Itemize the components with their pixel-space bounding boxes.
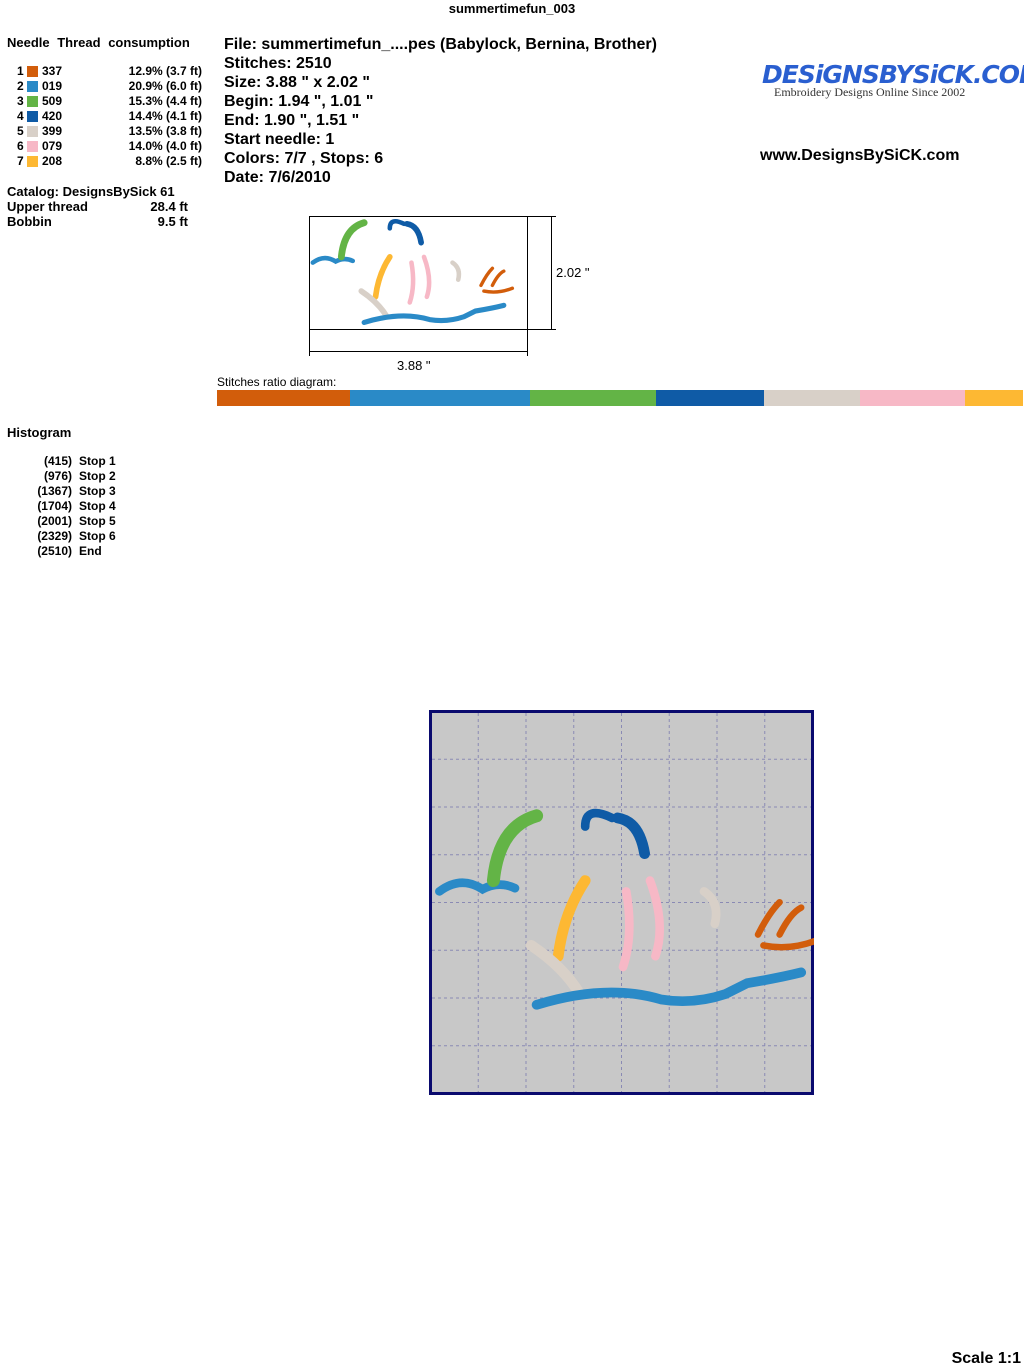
stop-label: Stop 2 [79, 469, 116, 483]
bobbin-label: Bobbin [7, 214, 52, 229]
colors-line: Colors: 7/7 , Stops: 6 [224, 150, 384, 167]
begin-line: Begin: 1.94 ", 1.01 " [224, 93, 374, 110]
stop-label: Stop 3 [79, 484, 116, 498]
needle-header: Needle Thread consumption [7, 35, 190, 50]
needle-number: 2 [17, 79, 24, 93]
thread-consumption: 14.4% (4.1 ft) [128, 109, 202, 123]
document-title: summertimefun_003 [448, 1, 576, 16]
needle-row: 2 019 20.9% (6.0 ft) [17, 79, 202, 94]
size-line: Size: 3.88 " x 2.02 " [224, 74, 370, 91]
ratio-segment [217, 390, 351, 406]
thread-consumption: 12.9% (3.7 ft) [128, 64, 202, 78]
thread-color-swatch [27, 81, 38, 92]
histogram-row: (415) Stop 1 [7, 454, 207, 468]
stitch-count: (415) [43, 454, 72, 468]
start-needle-line: Start needle: 1 [224, 131, 335, 148]
thread-consumption: 20.9% (6.0 ft) [128, 79, 202, 93]
bobbin-value: 9.5 ft [157, 214, 188, 229]
bobbin: Bobbin 9.5 ft [7, 214, 188, 229]
upper-thread-value: 28.4 ft [150, 199, 188, 214]
thread-color-swatch [27, 66, 38, 77]
stitch-count: (1367) [37, 484, 72, 498]
thread-color-swatch [27, 96, 38, 107]
stitch-count: (2001) [37, 514, 72, 528]
needle-row: 5 399 13.5% (3.8 ft) [17, 124, 202, 139]
thread-consumption: 8.8% (2.5 ft) [135, 154, 202, 168]
thread-code: 420 [42, 109, 63, 123]
file-line: File: summertimefun_....pes (Babylock, B… [224, 36, 657, 53]
upper-thread-label: Upper thread [7, 199, 88, 214]
histogram-title: Histogram [7, 425, 72, 440]
width-label: 3.88 " [397, 358, 431, 373]
thread-code: 208 [42, 154, 63, 168]
stitch-count: (2329) [37, 529, 72, 543]
ratio-segment [859, 390, 965, 406]
thread-consumption: 15.3% (4.4 ft) [128, 94, 202, 108]
ratio-segment [350, 390, 531, 406]
needle-number: 4 [17, 109, 24, 123]
histogram-row: (2329) Stop 6 [7, 529, 207, 543]
needle-number: 6 [17, 139, 24, 153]
thread-code: 509 [42, 94, 63, 108]
size-preview [309, 216, 556, 356]
needle-row: 6 079 14.0% (4.0 ft) [17, 139, 202, 154]
stop-label: Stop 1 [79, 454, 116, 468]
stop-label: End [79, 544, 102, 558]
design-preview [429, 710, 814, 1095]
logo-tagline: Embroidery Designs Online Since 2002 [774, 85, 966, 99]
needle-number: 7 [17, 154, 24, 168]
stitches-line: Stitches: 2510 [224, 55, 332, 72]
needle-number: 3 [17, 94, 24, 108]
thread-code: 079 [42, 139, 63, 153]
stitch-count: (2510) [37, 544, 72, 558]
ratio-segment [764, 390, 860, 406]
ratio-segment [964, 390, 1024, 406]
stitch-count: (976) [43, 469, 72, 483]
logo: DESiGNSBYSiCK.COM Embroidery Designs Onl… [762, 60, 1024, 100]
thread-code: 337 [42, 64, 63, 78]
thread-code: 019 [42, 79, 63, 93]
website-url: www.DesignsBySiCK.com [760, 147, 960, 164]
catalog: Catalog: DesignsBySick 61 [7, 184, 175, 199]
thread-color-swatch [27, 111, 38, 122]
ratio-segment [655, 390, 765, 406]
histogram-row: (2510) End [7, 544, 207, 558]
stitch-count: (1704) [37, 499, 72, 513]
thread-color-swatch [27, 156, 38, 167]
thread-color-swatch [27, 126, 38, 137]
histogram-row: (976) Stop 2 [7, 469, 207, 483]
thread-code: 399 [42, 124, 63, 138]
stop-label: Stop 6 [79, 529, 116, 543]
ratio-segment [530, 390, 656, 406]
design-bounds [309, 216, 528, 330]
scale-label: Scale 1:1 [951, 1350, 1021, 1367]
thread-color-swatch [27, 141, 38, 152]
needle-row: 7 208 8.8% (2.5 ft) [17, 154, 202, 169]
needle-row: 4 420 14.4% (4.1 ft) [17, 109, 202, 124]
needle-number: 1 [17, 64, 24, 78]
logo-brand: DESiGNSBYSiCK.COM [762, 60, 1024, 89]
stop-label: Stop 5 [79, 514, 116, 528]
design-details: File: summertimefun_....pes (Babylock, B… [224, 35, 657, 187]
needle-row: 3 509 15.3% (4.4 ft) [17, 94, 202, 109]
thread-consumption: 13.5% (3.8 ft) [128, 124, 202, 138]
histogram-row: (2001) Stop 5 [7, 514, 207, 528]
upper-thread: Upper thread 28.4 ft [7, 199, 188, 214]
stitches-ratio-bar [217, 390, 1024, 406]
needle-row: 1 337 12.9% (3.7 ft) [17, 64, 202, 79]
histogram-row: (1704) Stop 4 [7, 499, 207, 513]
ratio-label: Stitches ratio diagram: [217, 375, 337, 389]
height-label: 2.02 " [556, 265, 590, 280]
date-line: Date: 7/6/2010 [224, 169, 331, 186]
stop-label: Stop 4 [79, 499, 116, 513]
thread-consumption: 14.0% (4.0 ft) [128, 139, 202, 153]
end-line: End: 1.90 ", 1.51 " [224, 112, 360, 129]
needle-number: 5 [17, 124, 24, 138]
histogram-row: (1367) Stop 3 [7, 484, 207, 498]
